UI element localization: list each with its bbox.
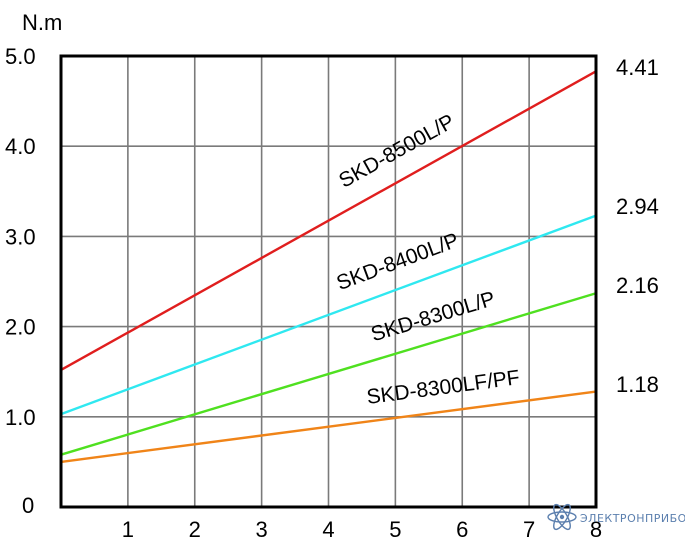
y-axis-ticks: 0 1.0 2.0 3.0 4.0 5.0: [5, 44, 36, 518]
series-label: SKD-8500L/P: [335, 110, 458, 193]
x-tick-label: 3: [256, 517, 268, 542]
series-line: [60, 390, 597, 464]
watermark-text: ЭЛЕКТРОНПРИБОР: [580, 512, 685, 525]
y-tick-label: 4.0: [5, 134, 36, 159]
grid: [61, 55, 597, 508]
y-tick-label: 5.0: [5, 44, 36, 69]
end-value-label: 4.41: [616, 55, 659, 80]
series-label: SKD-8300LF/PF: [365, 366, 521, 409]
series-line: [60, 70, 597, 371]
y-axis-unit-label: N.m: [22, 10, 62, 35]
end-value-label: 2.16: [616, 273, 659, 298]
atom-icon: [547, 503, 577, 531]
series-lines: [60, 70, 597, 464]
x-tick-label: 5: [389, 517, 401, 542]
x-tick-label: 2: [189, 517, 201, 542]
watermark: ЭЛЕКТРОНПРИБОР: [547, 503, 685, 531]
x-tick-label: 8: [590, 517, 602, 542]
series-label: SKD-8300L/P: [368, 287, 498, 346]
series-line: [60, 214, 597, 416]
end-value-label: 2.94: [616, 194, 659, 219]
end-value-label: 1.18: [616, 372, 659, 397]
y-tick-label: 0: [22, 493, 34, 518]
x-tick-label: 7: [523, 517, 535, 542]
x-tick-label: 6: [456, 517, 468, 542]
end-value-labels: 4.41 2.94 2.16 1.18: [616, 55, 659, 397]
x-tick-label: 1: [122, 517, 134, 542]
x-axis-ticks: 1 2 3 4 5 6 7 8: [122, 517, 602, 542]
y-tick-label: 2.0: [5, 315, 36, 340]
y-tick-label: 1.0: [5, 405, 36, 430]
series-line: [60, 292, 597, 456]
plot-frame: [59, 54, 598, 509]
x-tick-label: 4: [322, 517, 334, 542]
series-label: SKD-8400L/P: [334, 229, 462, 295]
y-tick-label: 3.0: [5, 224, 36, 249]
